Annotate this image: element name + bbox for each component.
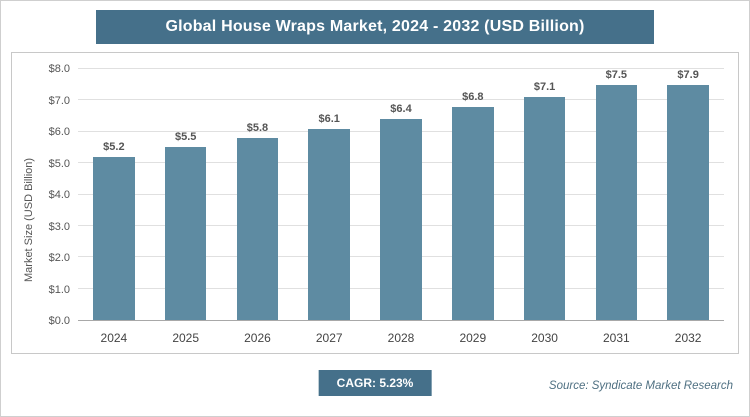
y-tick-label: $4.0 [48, 189, 70, 201]
bar-value-label: $7.9 [677, 69, 699, 81]
y-axis-ticks: $0.0 $1.0 $2.0 $3.0 $4.0 $5.0 $6.0 $7.0 $8.0 [38, 63, 78, 327]
x-tick-label: 2026 [244, 331, 271, 345]
y-tick-label: $8.0 [48, 63, 70, 75]
x-tick-label: 2030 [531, 331, 558, 345]
plot-area: $5.2 $5.5 $5.8 $6.1 $6.4 $6.8 $7.1 $7.5 $7.9 [78, 68, 724, 321]
bar [451, 106, 494, 320]
bar-cell: $7.1 [509, 69, 581, 320]
bar-cell: $7.9 [652, 69, 724, 320]
chart-title-bar: Global House Wraps Market, 2024 - 2032 (… [96, 10, 654, 44]
y-tick-label: $0.0 [48, 315, 70, 327]
bar [308, 128, 351, 320]
bar-value-label: $6.1 [318, 112, 340, 125]
bars-container: $5.2 $5.5 $5.8 $6.1 $6.4 $6.8 $7.1 $7.5 $7.9 [78, 69, 724, 320]
y-tick-label: $5.0 [48, 157, 70, 170]
bar [164, 147, 207, 320]
y-tick-label: $7.0 [48, 94, 70, 107]
bar-value-label: $5.2 [103, 140, 125, 153]
bar-value-label: $7.1 [533, 81, 556, 94]
bar [523, 97, 566, 320]
bar [93, 156, 135, 320]
page-title: Global House Wraps Market, 2024 - 2032 (… [165, 18, 585, 35]
y-tick-label: $6.0 [48, 126, 70, 138]
bar [380, 119, 422, 320]
bar-cell: $6.4 [365, 69, 437, 320]
chart-frame: Market Size (USD Billion) $0.0 $1.0 $2.0 $3… [11, 52, 739, 354]
y-tick-label: $2.0 [48, 252, 70, 264]
x-tick-label: 2027 [315, 331, 343, 345]
y-axis-title: Market Size (USD Billion) [23, 157, 35, 283]
y-tick-label: $3.0 [48, 220, 70, 233]
x-axis-labels: 2024 2025 2026 2027 2028 2029 2030 2031 2032 [78, 321, 724, 347]
bar-cell: $7.5 [580, 69, 652, 320]
bar-cell: $6.8 [437, 69, 509, 320]
x-tick-label: 2031 [603, 331, 630, 345]
bar-value-label: $6.8 [462, 90, 484, 103]
chart-body: $0.0 $1.0 $2.0 $3.0 $4.0 $5.0 $6.0 $7.0 $8.0 $5.… [38, 63, 724, 347]
bar-value-label: $5.5 [174, 131, 197, 144]
bar [236, 138, 279, 320]
x-axis-row: 2024 2025 2026 2027 2028 2029 2030 2031 2032 [38, 321, 724, 347]
source-text: Source: Syndicate Market Research [548, 380, 733, 392]
gridline [78, 68, 724, 69]
bar-value-label: $6.4 [390, 103, 412, 116]
bar-cell: $6.1 [293, 69, 365, 320]
chart-footer: CAGR: 5.23% Source: Syndicate Market Res… [1, 354, 749, 416]
plot-row: $0.0 $1.0 $2.0 $3.0 $4.0 $5.0 $6.0 $7.0 $8.0 $5.… [38, 63, 724, 327]
bar [595, 85, 638, 320]
bar-cell: $5.8 [222, 69, 294, 320]
x-tick-label: 2024 [100, 331, 128, 345]
x-tick-label: 2032 [674, 331, 702, 345]
bar-value-label: $7.5 [605, 69, 628, 81]
gridline [78, 99, 724, 101]
cagr-label: CAGR: 5.23% [336, 376, 414, 390]
x-tick-label: 2025 [172, 331, 200, 345]
bar [667, 85, 709, 320]
x-tick-label: 2028 [387, 331, 415, 345]
y-tick-label: $1.0 [48, 283, 70, 296]
bar-value-label: $5.8 [246, 122, 269, 135]
bar-cell: $5.5 [150, 69, 222, 320]
cagr-badge: CAGR: 5.23% [318, 370, 432, 396]
x-tick-label: 2029 [459, 331, 487, 345]
bar-cell: $5.2 [78, 69, 150, 320]
